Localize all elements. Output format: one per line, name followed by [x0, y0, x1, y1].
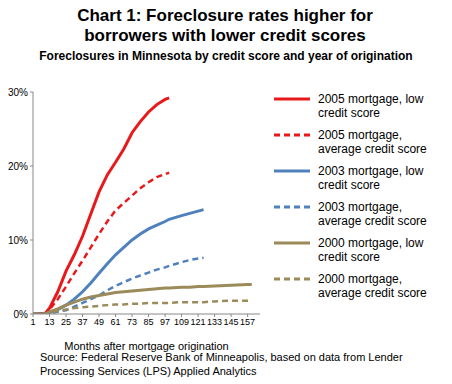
svg-text:97: 97 — [160, 317, 170, 327]
svg-text:Months after mortgage originat: Months after mortgage origination — [64, 340, 228, 352]
svg-text:73: 73 — [127, 317, 137, 327]
svg-text:25: 25 — [61, 317, 71, 327]
svg-text:10%: 10% — [8, 235, 28, 246]
html-text:2000 mortgage, average credit: 2000 mortgage, average credit score — [318, 272, 427, 300]
html-text:2003 mortgage, low credit scor: 2003 mortgage, low credit score — [318, 164, 424, 192]
html-text:Foreclosures in Minnesota by c: Foreclosures in Minnesota by credit scor… — [39, 49, 413, 63]
html-text:2005 mortgage, average credit: 2005 mortgage, average credit score — [318, 128, 427, 156]
svg-text:61: 61 — [111, 317, 121, 327]
svg-text:37: 37 — [78, 317, 88, 327]
svg-text:109: 109 — [174, 317, 189, 327]
svg-text:133: 133 — [207, 317, 222, 327]
svg-text:20%: 20% — [8, 161, 28, 172]
html-text:Source: Federal Reserve Bank o: Source: Federal Reserve Bank of Minneapo… — [40, 351, 403, 377]
svg-text:121: 121 — [191, 317, 206, 327]
html-text:2000 mortgage, low credit scor: 2000 mortgage, low credit score — [318, 236, 424, 264]
svg-text:145: 145 — [224, 317, 239, 327]
svg-text:13: 13 — [45, 317, 55, 327]
svg-text:157: 157 — [240, 317, 255, 327]
html-text:2003 mortgage, average credit: 2003 mortgage, average credit score — [318, 200, 427, 228]
svg-text:0%: 0% — [14, 309, 29, 320]
svg-text:1: 1 — [30, 317, 35, 327]
svg-text:49: 49 — [94, 317, 104, 327]
html-text:2005 mortgage, low credit scor: 2005 mortgage, low credit score — [318, 92, 424, 120]
svg-text:85: 85 — [144, 317, 154, 327]
html-text:Chart 1: Foreclosure rates hig: Chart 1: Foreclosure rates higher for bo… — [77, 6, 373, 45]
svg-text:30%: 30% — [8, 87, 28, 98]
